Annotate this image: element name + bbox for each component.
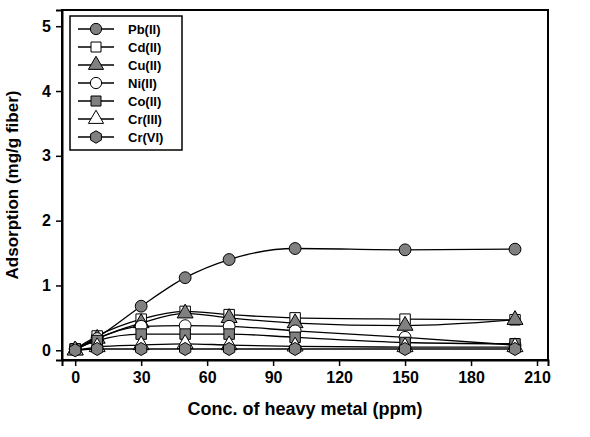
x-tick: 150 [392, 360, 419, 386]
y-tick: 0 [42, 342, 62, 359]
marker [399, 342, 410, 355]
x-tick-label: 90 [265, 369, 283, 386]
legend-marker [91, 42, 101, 52]
y-tick: 1 [42, 277, 62, 294]
series [69, 320, 521, 355]
marker [507, 311, 523, 325]
x-tick-label: 0 [71, 369, 80, 386]
x-tick: 90 [265, 360, 283, 386]
legend-label: Ni(II) [128, 76, 157, 91]
legend-marker [91, 96, 101, 106]
legend-label: Pb(II) [128, 22, 161, 37]
marker [70, 344, 81, 357]
legend-marker [90, 77, 101, 88]
legend-marker [88, 110, 103, 123]
x-tick: 0 [71, 360, 80, 386]
legend-label: Cd(II) [128, 40, 161, 55]
y-tick-label: 0 [42, 342, 51, 359]
marker [397, 316, 413, 330]
marker [135, 300, 147, 312]
legend-label: Co(II) [128, 94, 161, 109]
y-tick-label: 5 [42, 18, 51, 35]
legend-label: Cr(VI) [128, 130, 163, 145]
plot-frame [62, 10, 548, 360]
y-axis: 0 1 2 3 4 5 [42, 11, 62, 361]
y-tick-label: 2 [42, 212, 51, 229]
legend-marker [90, 23, 101, 34]
y-tick: 4 [42, 83, 62, 100]
legend-marker [91, 131, 102, 143]
x-axis-line [63, 361, 549, 367]
marker [92, 342, 103, 355]
x-tick: 60 [199, 360, 217, 386]
legend-label: Cr(III) [128, 112, 162, 127]
x-tick-label: 150 [392, 369, 419, 386]
x-tick: 120 [326, 360, 353, 386]
series-line [75, 249, 515, 349]
marker [177, 304, 193, 318]
x-tick: 30 [133, 360, 151, 386]
y-tick: 5 [42, 18, 62, 35]
x-tick-label: 60 [199, 369, 217, 386]
series [69, 243, 521, 355]
series [67, 335, 523, 355]
x-tick-label: 30 [133, 369, 151, 386]
plot: 0 30 60 90 120 150 180 210 0 1 2 3 4 5 Pb(II) Cd(II) Cu(… [42, 10, 551, 386]
marker [509, 342, 520, 355]
y-tick-label: 3 [42, 147, 51, 164]
x-tick: 210 [524, 360, 551, 386]
legend-marker [88, 56, 103, 69]
y-tick-label: 4 [42, 83, 51, 100]
legend-box [70, 16, 182, 150]
x-tick-label: 210 [524, 369, 551, 386]
series [67, 304, 523, 355]
marker [180, 342, 191, 355]
x-axis: 0 30 60 90 120 150 180 210 [63, 360, 551, 386]
series-area [67, 243, 523, 357]
marker [509, 243, 521, 255]
y-axis-title: Adsorption (mg/g fiber) [3, 91, 22, 280]
marker [289, 243, 301, 255]
legend: Pb(II) Cd(II) Cu(II) Ni(II) Co(II) Cr(III) Cr(… [70, 16, 182, 150]
y-tick: 2 [42, 212, 62, 229]
marker [223, 342, 234, 355]
y-tick: 3 [42, 147, 62, 164]
marker [179, 272, 191, 284]
y-tick-label: 1 [42, 277, 51, 294]
x-axis-title: Conc. of heavy metal (ppm) [187, 399, 422, 419]
marker [136, 342, 147, 355]
marker [399, 244, 411, 256]
x-tick-label: 180 [458, 369, 485, 386]
x-tick: 180 [458, 360, 485, 386]
chart: 0 30 60 90 120 150 180 210 0 1 2 3 4 5 Pb(II) Cd(II) Cu(… [0, 0, 590, 437]
series [70, 342, 521, 356]
marker [289, 342, 300, 355]
legend-label: Cu(II) [128, 58, 161, 73]
marker [223, 254, 235, 266]
x-tick-label: 120 [326, 369, 353, 386]
